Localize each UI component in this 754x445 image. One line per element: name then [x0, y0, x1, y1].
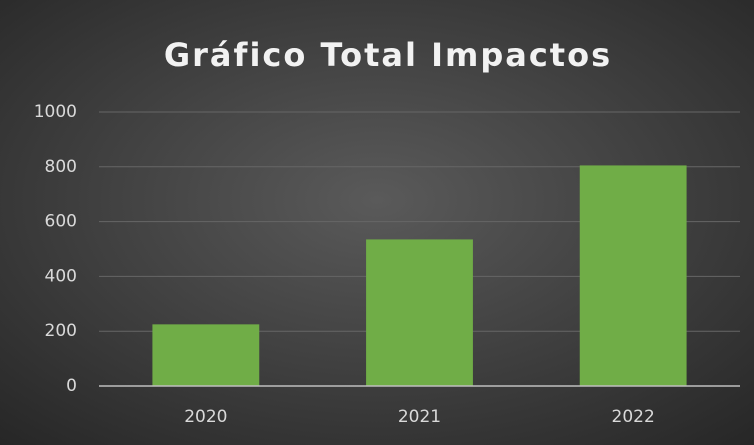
- y-tick-label: 400: [45, 266, 77, 286]
- x-tick-label: 2021: [398, 407, 441, 427]
- x-tick-label: 2020: [184, 407, 227, 427]
- x-tick-label: 2022: [612, 407, 655, 427]
- y-tick-label: 0: [66, 376, 77, 396]
- bar: [366, 239, 473, 386]
- y-tick-label: 200: [45, 321, 77, 341]
- y-tick-label: 600: [45, 212, 77, 232]
- bar: [152, 324, 260, 386]
- y-tick-label: 800: [45, 157, 77, 177]
- y-tick-label: 1000: [34, 102, 77, 122]
- chart-title: Gráfico Total Impactos: [164, 36, 612, 74]
- bar: [579, 165, 687, 386]
